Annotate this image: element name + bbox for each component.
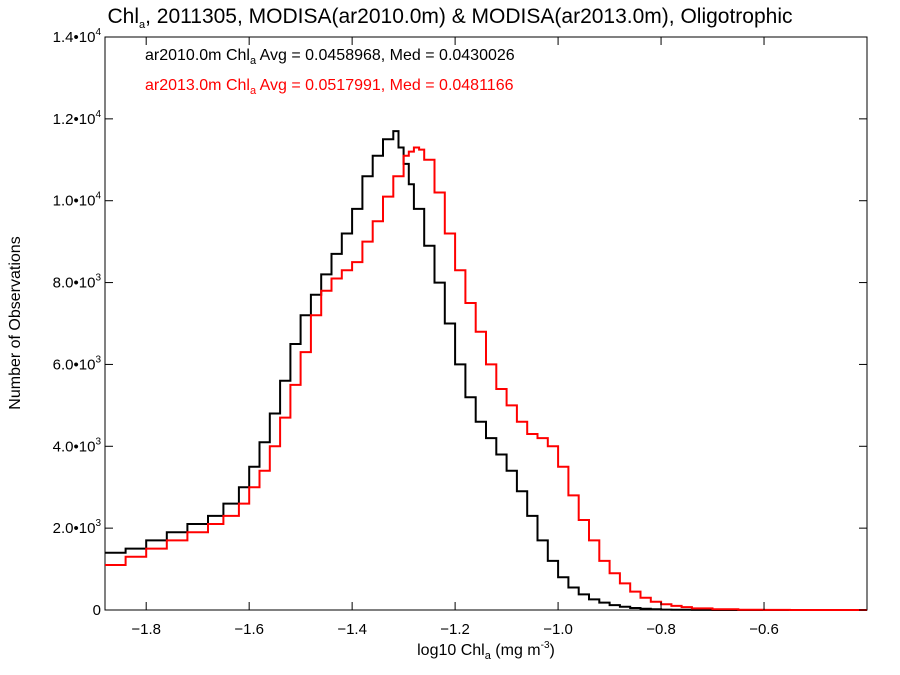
plot-frame xyxy=(104,36,868,611)
series-layer xyxy=(105,130,867,611)
y-axis-label: Number of Observations xyxy=(7,236,24,409)
y-tick-label: 4.0•103 xyxy=(53,436,102,455)
x-tick-label: −1.6 xyxy=(234,621,264,638)
x-tick-label: −1.2 xyxy=(440,621,470,638)
y-tick-label: 6.0•103 xyxy=(53,354,102,373)
x-axis-label: log10 Chla (mg m-3) xyxy=(417,640,555,662)
legend-entry-ar2010: ar2010.0m Chla Avg = 0.0458968, Med = 0.… xyxy=(145,47,515,67)
series-line-2 xyxy=(105,146,867,611)
series-line-1 xyxy=(105,130,867,611)
x-tick-label: −1.4 xyxy=(337,621,367,638)
y-tick-label: 8.0•103 xyxy=(53,273,102,292)
y-tick-label: 2.0•103 xyxy=(53,518,102,537)
x-tick-label: −0.8 xyxy=(646,621,676,638)
chart-title: Chla, 2011305, MODISA(ar2010.0m) & MODIS… xyxy=(107,5,792,31)
y-tick-label: 1.0•104 xyxy=(53,191,102,210)
x-tick-label: −0.6 xyxy=(749,621,779,638)
x-tick-label: −1.0 xyxy=(543,621,573,638)
x-tick-label: −1.8 xyxy=(131,621,161,638)
y-tick-label: 1.4•104 xyxy=(53,27,102,46)
y-tick-label: 0 xyxy=(93,602,101,619)
y-tick-label: 1.2•104 xyxy=(53,109,102,128)
x-ticks: −1.8 −1.6 −1.4 −1.2 −1.0 −0.8 −0.6 xyxy=(131,37,779,638)
y-ticks: 0 2.0•103 4.0•103 6.0•103 8.0•103 1.0•104 1.2•… xyxy=(53,27,867,619)
legend-entry-ar2013: ar2013.0m Chla Avg = 0.0517991, Med = 0.… xyxy=(145,77,514,97)
